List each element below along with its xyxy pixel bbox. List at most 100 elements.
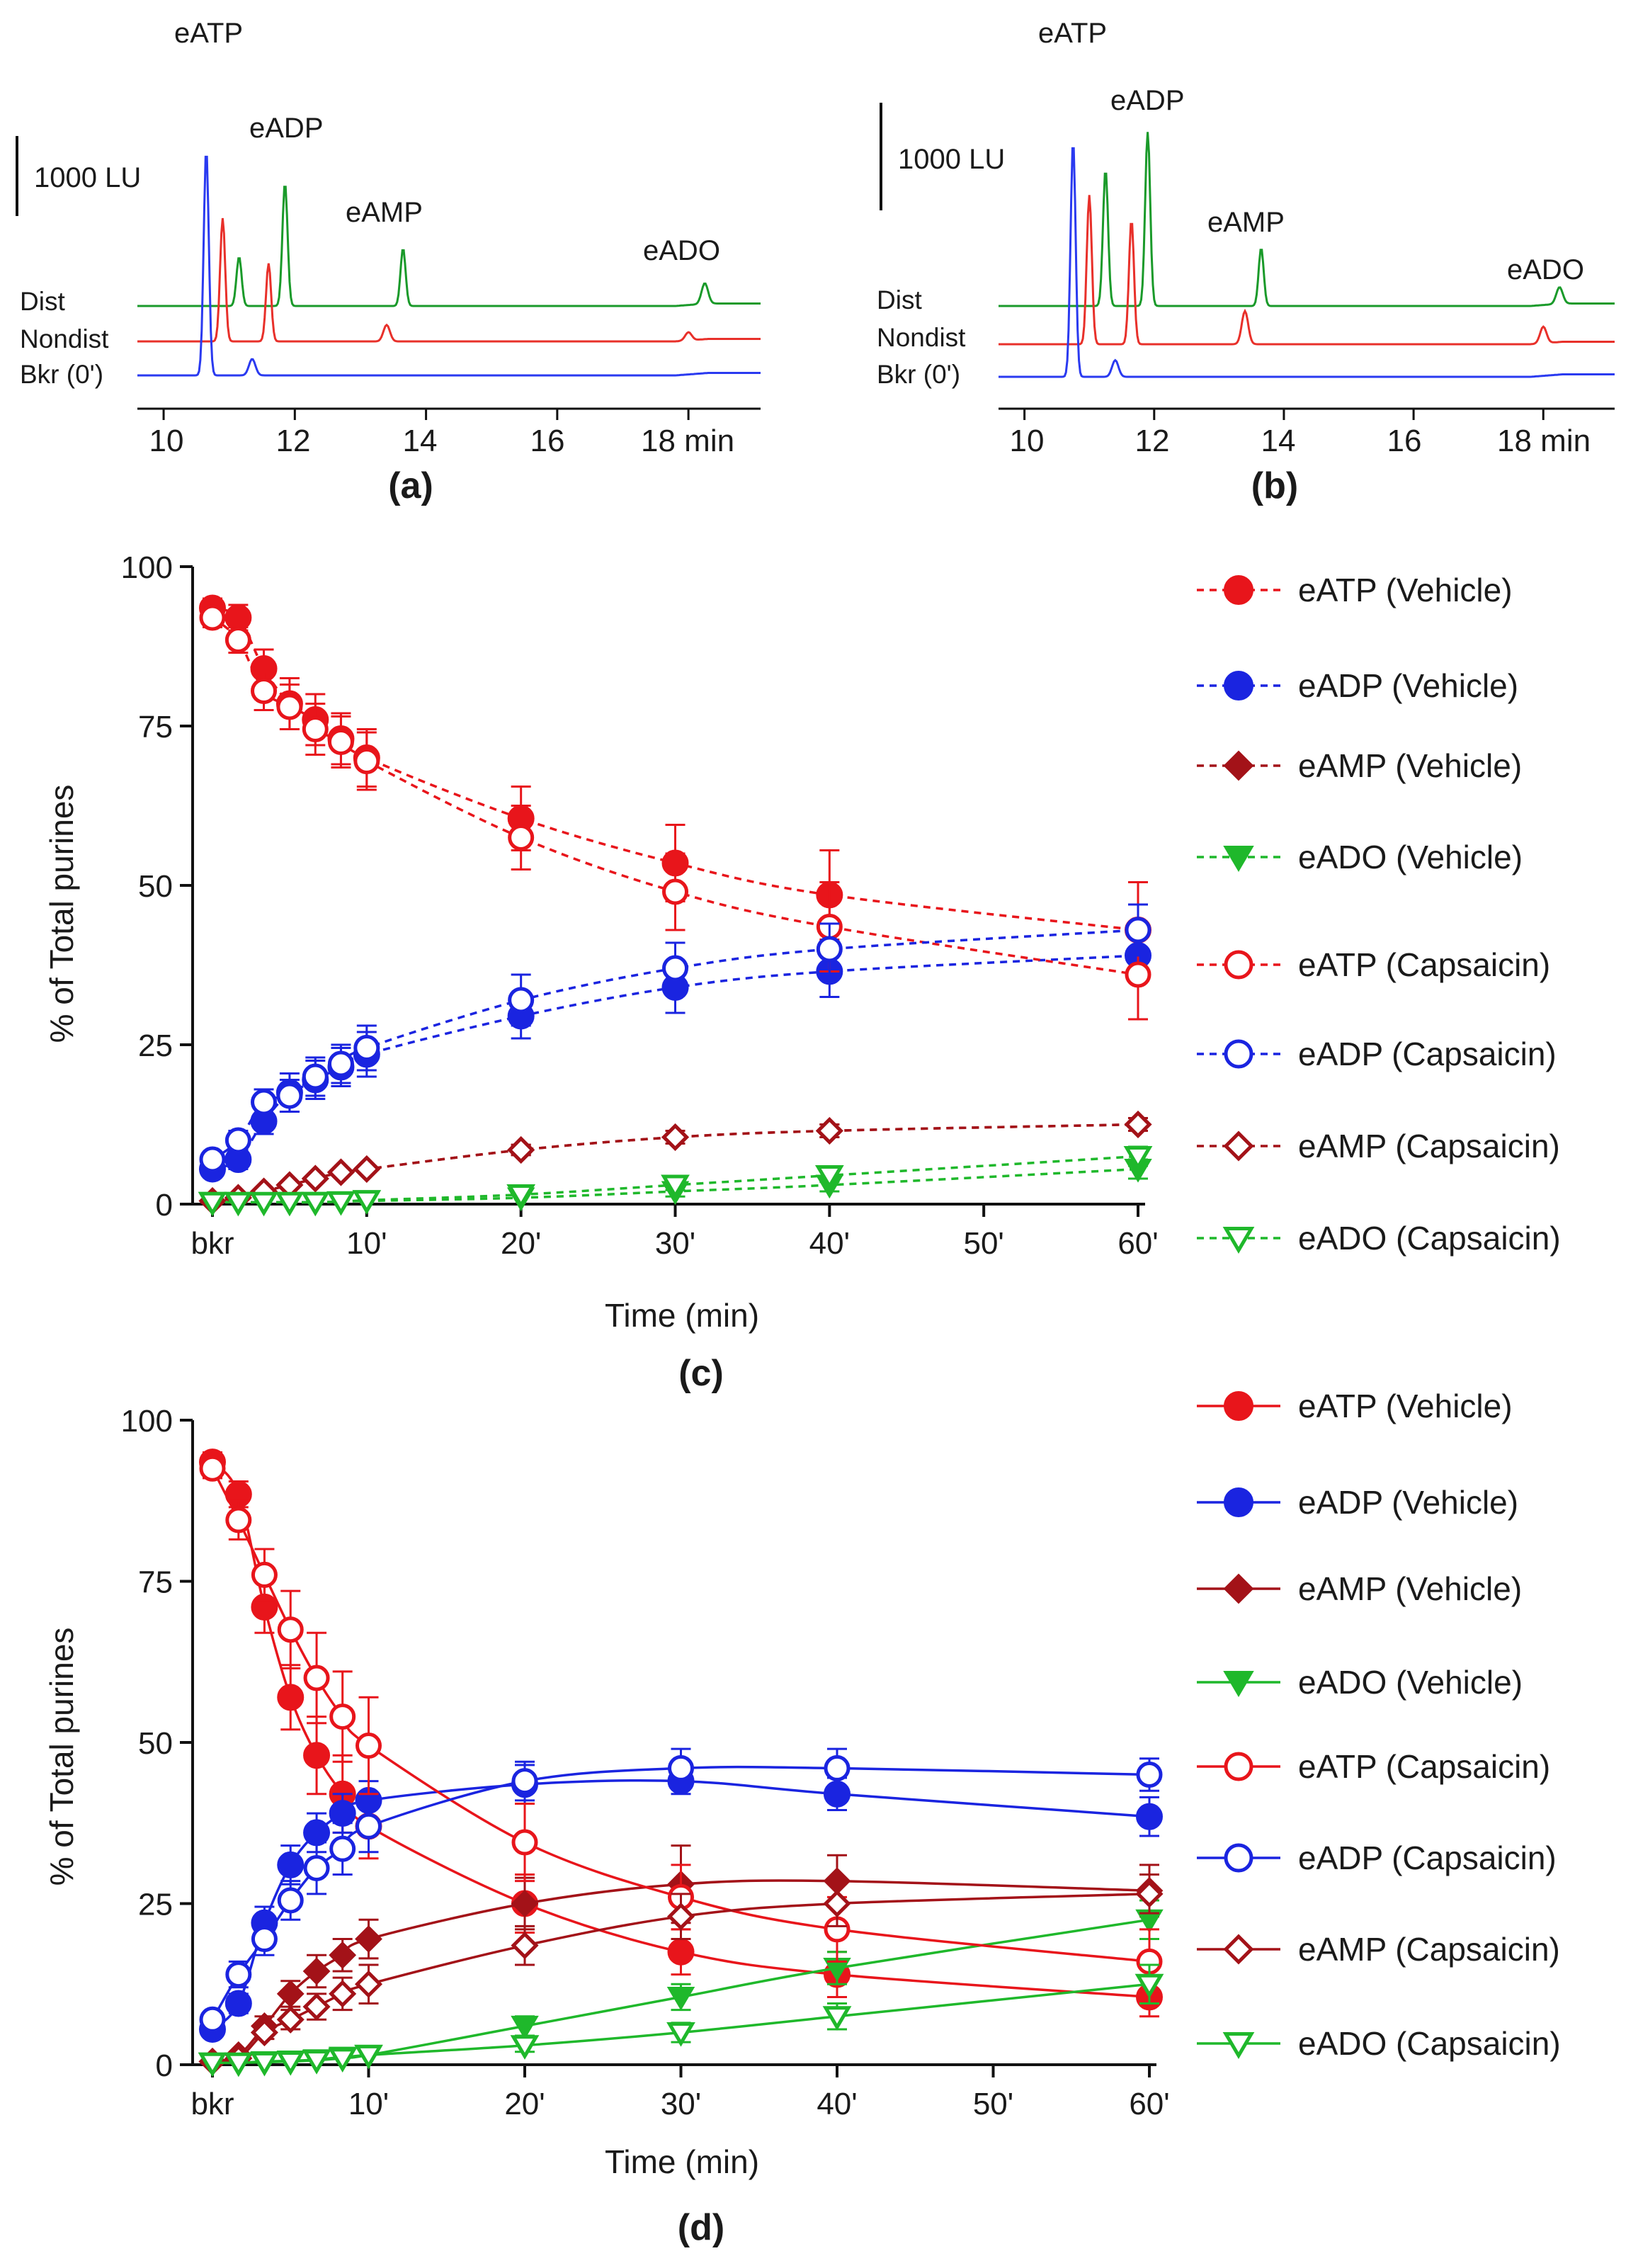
data-point — [329, 1941, 357, 1969]
data-point — [508, 824, 535, 851]
legend-marker — [1224, 950, 1253, 980]
legend-marker — [1223, 750, 1254, 781]
data-point — [508, 987, 535, 1014]
data-point — [199, 604, 226, 631]
x-tick-label: 60' — [1117, 1226, 1158, 1261]
legend-marker — [1224, 1843, 1253, 1873]
trace-label-nondist: Nondist — [20, 324, 109, 353]
trace-bkr — [137, 155, 761, 377]
data-point — [1124, 1110, 1152, 1139]
data-point — [224, 2052, 254, 2077]
data-point — [301, 1164, 329, 1193]
data-point — [275, 2051, 305, 2076]
x-tick-label: bkr — [190, 2087, 234, 2121]
data-point — [823, 1889, 851, 1918]
data-point — [329, 1980, 357, 2008]
tick-label: 10 — [149, 424, 184, 458]
legend-label: eADO (Vehicle) — [1298, 839, 1523, 875]
series-layer — [198, 1448, 1164, 2077]
legend-marker — [1223, 1671, 1254, 1697]
tick-label: 12 — [276, 424, 311, 458]
legend-label: eAMP (Capsaicin) — [1298, 1931, 1560, 1968]
data-point — [275, 1191, 305, 1217]
y-tick-label: 50 — [138, 1726, 173, 1761]
x-ticks — [162, 409, 690, 420]
data-point — [354, 2044, 383, 2070]
series-eatp-capsaicin — [199, 1455, 1163, 1995]
data-point — [354, 1970, 383, 1998]
data-point — [816, 936, 843, 963]
x-tick-label: 50' — [973, 2087, 1013, 2121]
data-point — [251, 1561, 278, 1588]
trace-dist — [137, 186, 761, 307]
y-tick-label: 25 — [138, 1028, 173, 1063]
data-point — [329, 1703, 356, 1730]
data-point — [352, 1190, 382, 1215]
data-point — [815, 1116, 843, 1145]
data-point — [302, 1957, 331, 1985]
data-point — [276, 693, 303, 720]
series-layer — [198, 594, 1153, 1217]
legend-marker — [1222, 2032, 1255, 2060]
tick-label: 18 min — [1497, 424, 1591, 458]
data-point — [667, 1938, 695, 1966]
tick-label: 16 — [1387, 424, 1422, 458]
axes — [180, 565, 1145, 1217]
legend-label: eATP (Vehicle) — [1298, 1388, 1513, 1424]
data-point — [199, 1455, 226, 1482]
data-point — [251, 1926, 278, 1953]
x-tick-label: 40' — [809, 1226, 850, 1261]
data-point — [328, 2048, 358, 2073]
data-point — [666, 1986, 695, 2011]
data-point — [814, 1165, 844, 1190]
data-point — [356, 1813, 382, 1839]
chromatogram-b: 1000 LU eATP eADP eAMP eADO Dist Nondist… — [877, 18, 1615, 506]
panel-label-c: (c) — [678, 1353, 724, 1394]
series-eado-capsaicin — [198, 1145, 1153, 1217]
series-eatp-capsaicin — [199, 604, 1151, 1021]
tick-labels: 0 25 50 75 100 bkr 10' 20' 30' 40' 50' 60' — [121, 1404, 1170, 2121]
legend-label: eADP (Capsaicin) — [1298, 1036, 1557, 1072]
legend-label: eADO (Capsaicin) — [1298, 2025, 1561, 2062]
data-point — [353, 1155, 381, 1184]
data-point — [302, 1992, 331, 2021]
data-point — [822, 2006, 852, 2031]
tick-label: 12 — [1135, 424, 1170, 458]
legend: eATP (Vehicle) eADP (Vehicle) eAMP (Vehicl… — [1197, 572, 1561, 1257]
tick-label: 14 — [1261, 424, 1296, 458]
data-point — [225, 1507, 252, 1533]
data-point — [302, 2050, 331, 2075]
chart-d: % of Total purines Time (min) (d) 0 25 50 7… — [43, 1388, 1561, 2248]
data-point — [198, 1191, 227, 1217]
trace-label-dist: Dist — [20, 287, 65, 316]
data-point — [510, 2035, 540, 2060]
data-point — [1136, 1762, 1163, 1788]
peak-label-eatp: eATP — [174, 18, 243, 49]
data-point — [225, 1961, 252, 1988]
tick-label: 14 — [403, 424, 438, 458]
data-point — [277, 1887, 304, 1914]
legend-marker — [1223, 1573, 1254, 1604]
trace-label-bkr: Bkr (0') — [877, 360, 960, 389]
data-point — [662, 878, 688, 905]
legend-label: eATP (Vehicle) — [1298, 572, 1513, 608]
peak-label-eadp: eADP — [249, 113, 324, 144]
data-point — [507, 1135, 535, 1164]
data-point — [511, 1932, 539, 1960]
data-point — [511, 2015, 539, 2040]
y-tick-label: 0 — [156, 2048, 173, 2083]
data-point — [277, 1684, 305, 1711]
trace-label-nondist: Nondist — [877, 323, 966, 352]
data-point — [199, 2006, 226, 2033]
x-tick-label: bkr — [190, 1226, 234, 1261]
data-point — [356, 1733, 382, 1759]
data-point — [224, 1191, 253, 1217]
data-point — [511, 1829, 538, 1856]
tick-label: 10 — [1010, 424, 1045, 458]
legend-marker — [1224, 1752, 1253, 1781]
y-tick-label: 100 — [121, 1404, 173, 1439]
chart-c: % of Total purines Time (min) (c) 0 25 50 7… — [43, 550, 1561, 1394]
data-point — [303, 1854, 330, 1881]
x-tick-label: 10' — [346, 1226, 387, 1261]
